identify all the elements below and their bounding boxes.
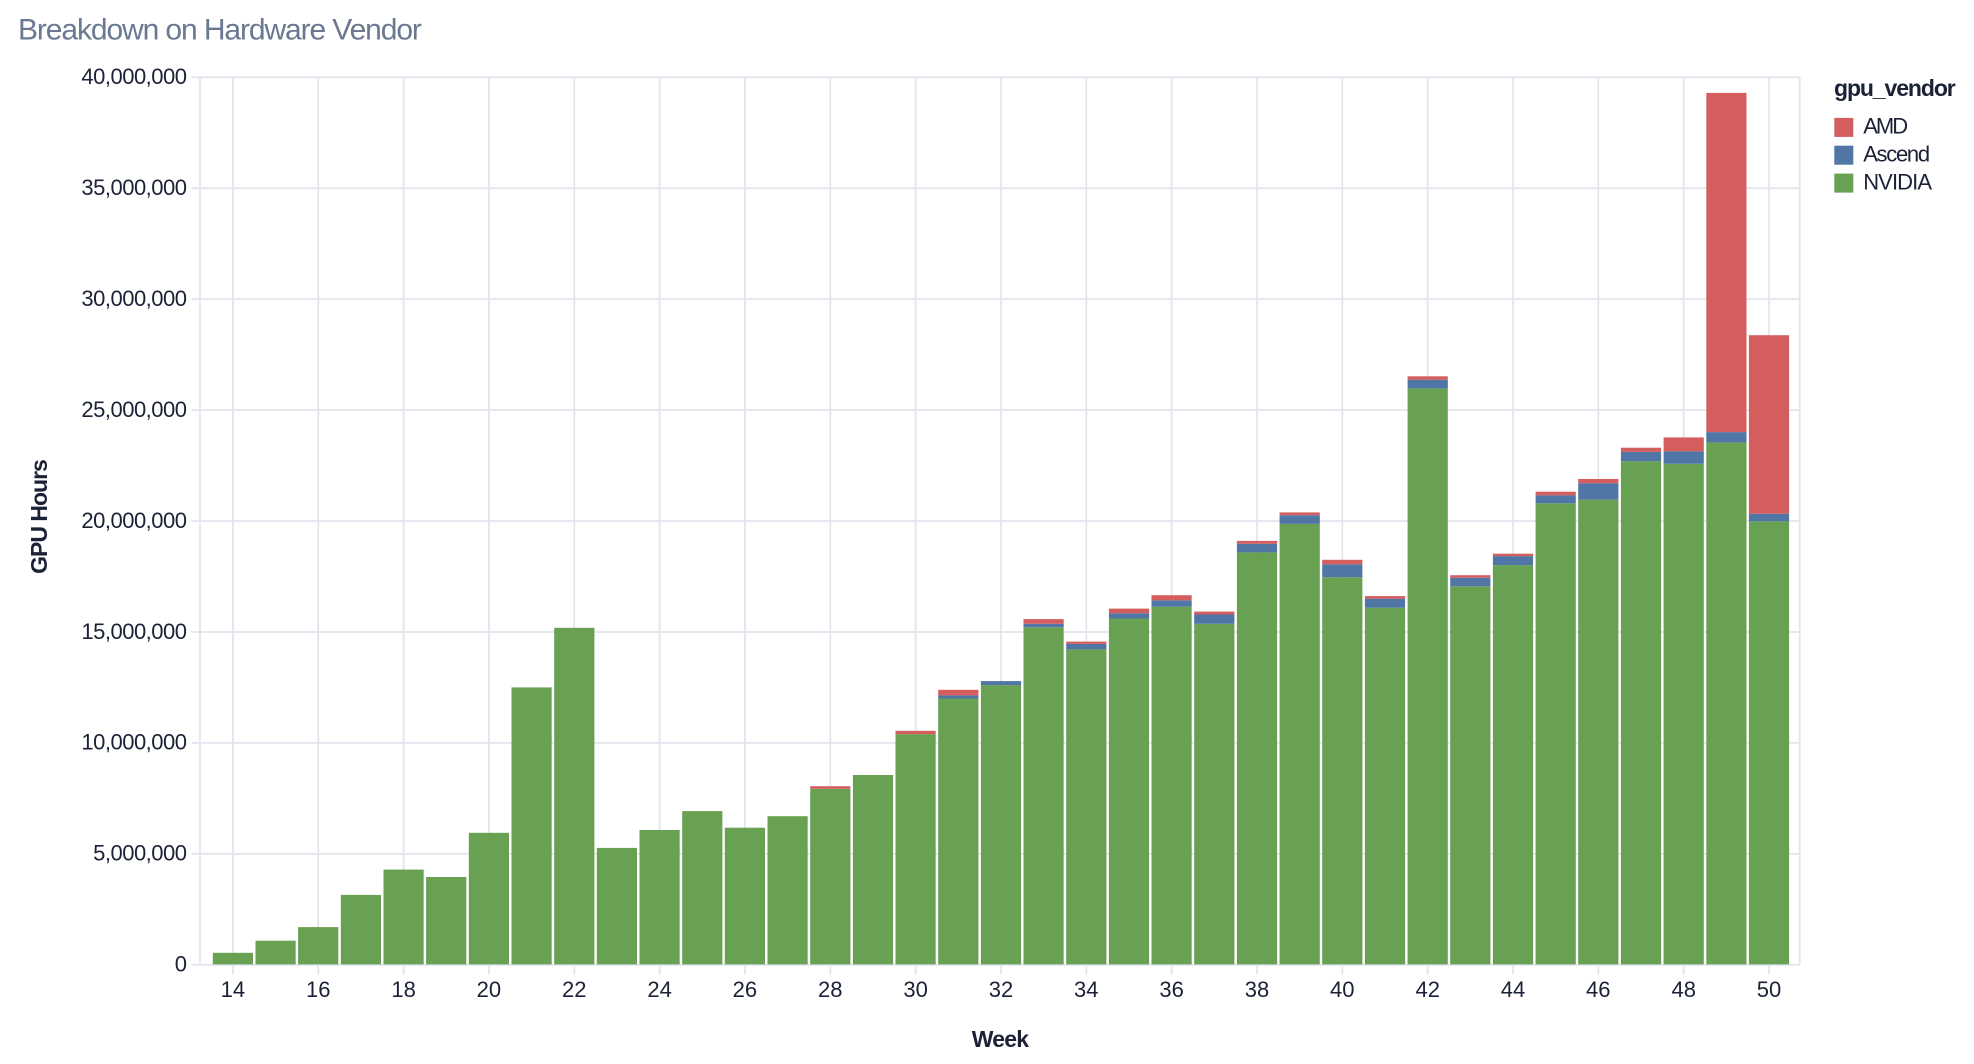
svg-text:32: 32	[989, 977, 1013, 1002]
svg-text:24: 24	[647, 977, 671, 1002]
svg-text:48: 48	[1671, 977, 1695, 1002]
svg-text:35,000,000: 35,000,000	[81, 175, 186, 200]
svg-text:Ascend: Ascend	[1863, 142, 1929, 167]
svg-text:5,000,000: 5,000,000	[93, 841, 187, 866]
svg-text:46: 46	[1586, 977, 1610, 1002]
svg-text:20: 20	[477, 977, 501, 1002]
svg-text:GPU Hours: GPU Hours	[26, 460, 52, 574]
svg-text:AMD: AMD	[1863, 114, 1907, 139]
svg-text:14: 14	[221, 977, 245, 1002]
svg-text:20,000,000: 20,000,000	[81, 508, 186, 533]
svg-text:16: 16	[306, 977, 330, 1002]
svg-text:26: 26	[733, 977, 757, 1002]
svg-text:25,000,000: 25,000,000	[81, 397, 186, 422]
svg-text:0: 0	[175, 952, 187, 977]
svg-text:22: 22	[562, 977, 586, 1002]
svg-text:15,000,000: 15,000,000	[81, 619, 186, 644]
svg-text:50: 50	[1757, 977, 1781, 1002]
svg-text:NVIDIA: NVIDIA	[1863, 169, 1932, 194]
svg-text:42: 42	[1415, 977, 1439, 1002]
svg-text:40: 40	[1330, 977, 1354, 1002]
svg-text:30: 30	[903, 977, 927, 1002]
svg-text:38: 38	[1245, 977, 1269, 1002]
svg-text:Breakdown on Hardware Vendor: Breakdown on Hardware Vendor	[18, 14, 422, 47]
svg-text:10,000,000: 10,000,000	[81, 730, 186, 755]
svg-text:44: 44	[1501, 977, 1525, 1002]
svg-text:18: 18	[391, 977, 415, 1002]
svg-text:36: 36	[1159, 977, 1183, 1002]
svg-text:28: 28	[818, 977, 842, 1002]
svg-text:34: 34	[1074, 977, 1098, 1002]
svg-text:30,000,000: 30,000,000	[81, 286, 186, 311]
svg-text:gpu_vendor: gpu_vendor	[1834, 75, 1956, 101]
svg-text:40,000,000: 40,000,000	[81, 64, 186, 89]
svg-text:Week: Week	[972, 1026, 1029, 1052]
